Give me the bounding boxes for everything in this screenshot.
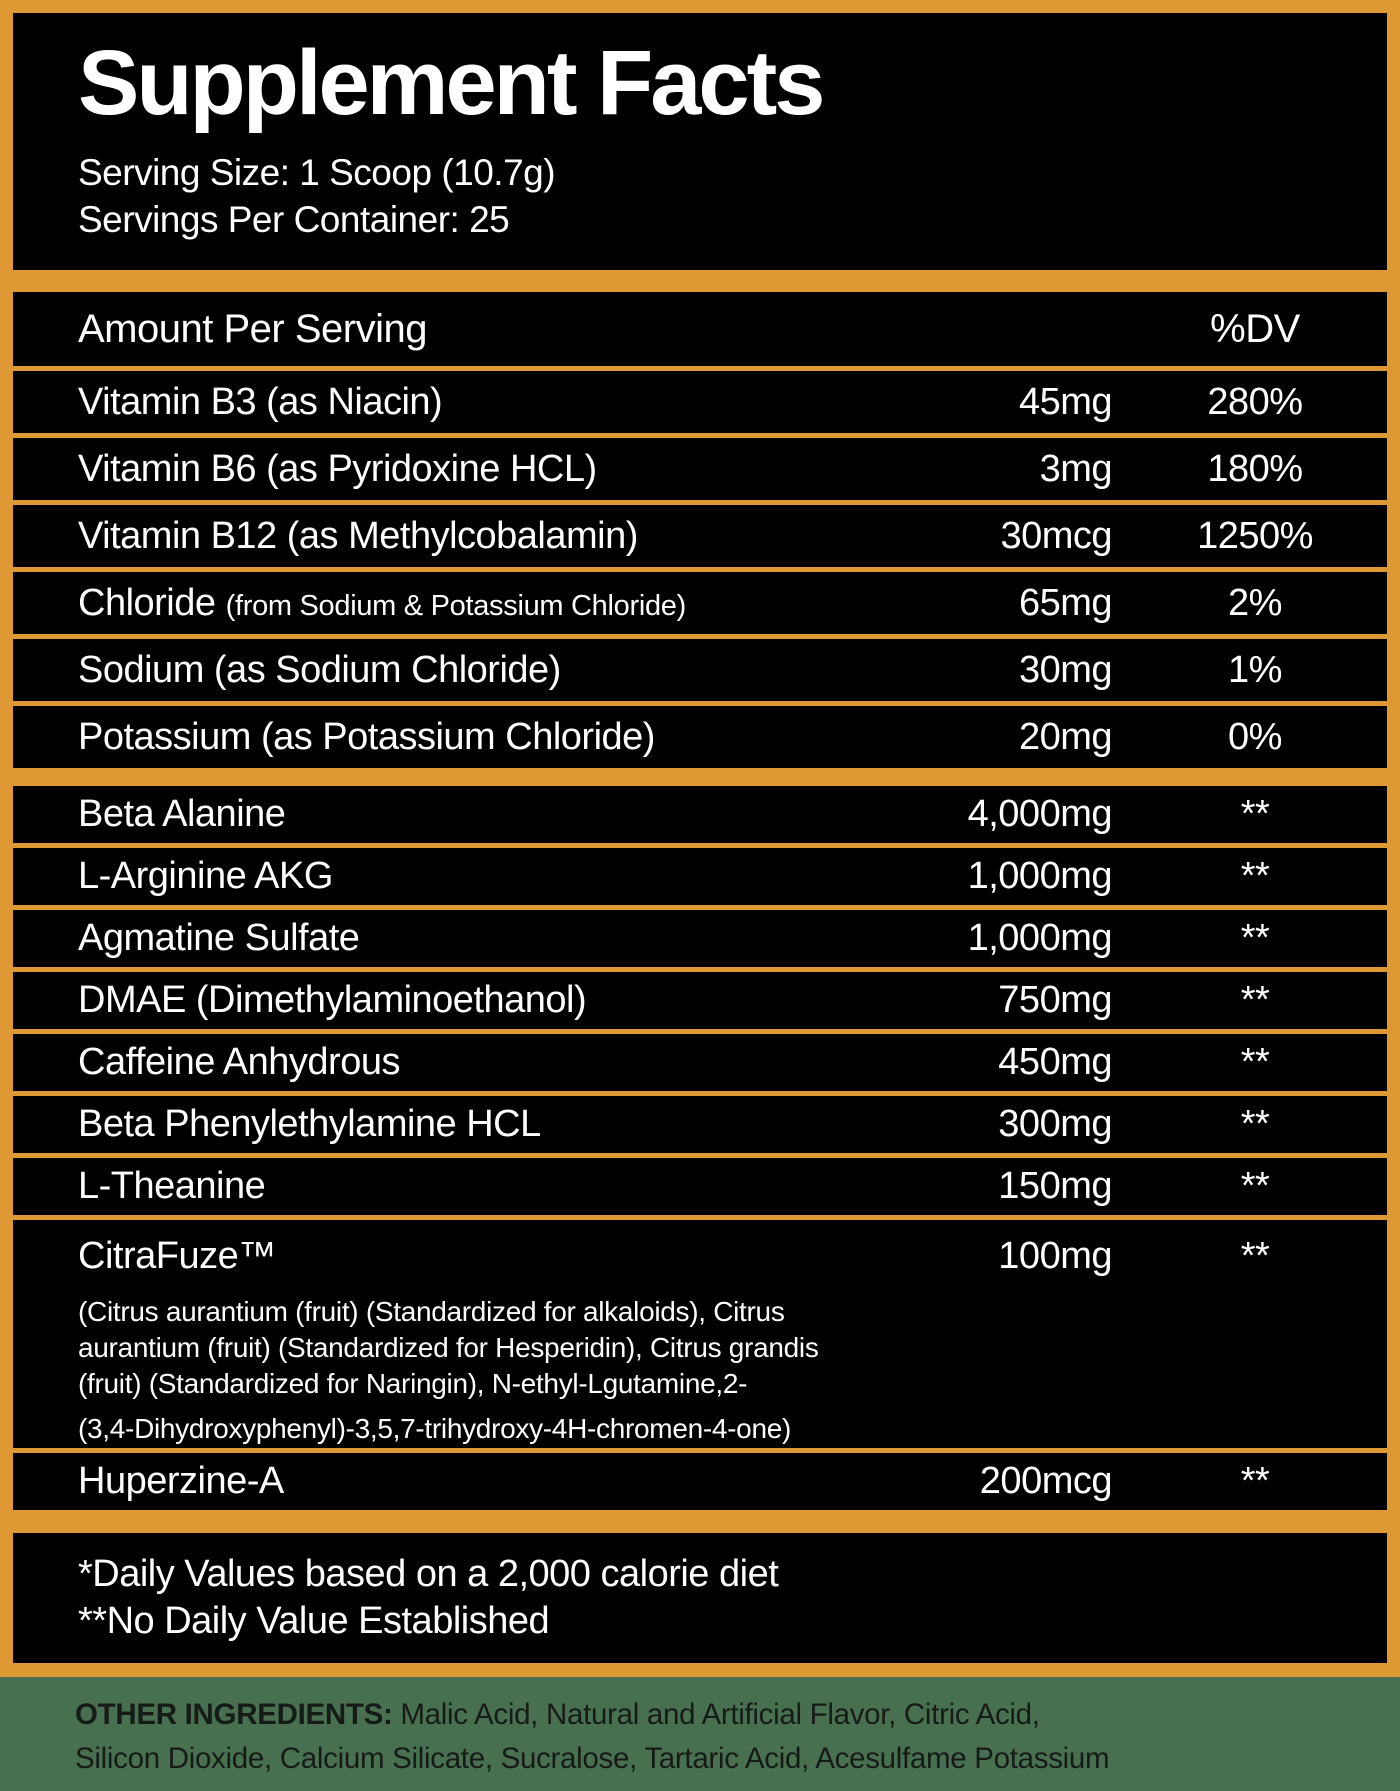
page-title: Supplement Facts [78, 32, 825, 134]
row-dv: 0% [1228, 715, 1282, 758]
row-label: L-Arginine AKG [78, 855, 333, 897]
row-dv: 1% [1228, 648, 1282, 691]
row-dv: ** [1240, 979, 1270, 1021]
row-dv: ** [1240, 917, 1270, 959]
row-dv: 2% [1228, 581, 1282, 624]
row-label: Caffeine Anhydrous [78, 1041, 400, 1083]
row-beta-phenylethylamine: Beta Phenylethylamine HCL 300mg ** [13, 1096, 1387, 1153]
row-amount: 65mg [1018, 581, 1113, 624]
row-vitamin-b3: Vitamin B3 (as Niacin) 45mg 280% [13, 371, 1387, 433]
row-dv: ** [1240, 855, 1270, 897]
row-amount: 200mcg [979, 1460, 1113, 1502]
citrafuze-description-line: (3,4-Dihydroxyphenyl)-3,5,7-trihydroxy-4… [78, 1413, 792, 1444]
row-amount: 150mg [998, 1165, 1112, 1207]
other-ingredients-line1: Malic Acid, Natural and Artificial Flavo… [392, 1698, 1040, 1731]
other-ingredients-text: OTHER INGREDIENTS: Malic Acid, Natural a… [75, 1693, 1330, 1781]
row-label: Agmatine Sulfate [78, 917, 360, 959]
row-dv: 1250% [1197, 514, 1313, 557]
citrafuze-description: (Citrus aurantium (fruit) (Standardized … [78, 1294, 1163, 1447]
row-amount: 3mg [1039, 447, 1113, 490]
column-header-row: Amount Per Serving %DV [13, 292, 1387, 366]
row-dv: ** [1240, 1103, 1270, 1145]
row-l-theanine: L-Theanine 150mg ** [13, 1158, 1387, 1215]
row-amount: 750mg [998, 979, 1112, 1021]
row-amount: 100mg [998, 1234, 1112, 1277]
row-dv: ** [1240, 1234, 1270, 1277]
row-amount: 20mg [1018, 715, 1113, 758]
row-l-arginine-akg: L-Arginine AKG 1,000mg ** [13, 848, 1387, 905]
footnotes-panel: *Daily Values based on a 2,000 calorie d… [13, 1533, 1387, 1663]
row-amount: 45mg [1018, 380, 1113, 423]
servings-per-container: Servings Per Container: 25 [78, 199, 510, 240]
row-label: Vitamin B6 (as Pyridoxine HCL) [78, 447, 597, 490]
citrafuze-description-line: (fruit) (Standardized for Naringin), N-e… [78, 1368, 748, 1399]
citrafuze-description-line: (Citrus aurantium (fruit) (Standardized … [78, 1296, 785, 1327]
row-agmatine-sulfate: Agmatine Sulfate 1,000mg ** [13, 910, 1387, 967]
row-dv: ** [1240, 793, 1270, 835]
serving-size: Serving Size: 1 Scoop (10.7g) [78, 152, 556, 193]
other-ingredients-heading: OTHER INGREDIENTS: [75, 1698, 393, 1731]
row-dv: 180% [1207, 447, 1303, 490]
other-ingredients-section: OTHER INGREDIENTS: Malic Acid, Natural a… [0, 1677, 1400, 1791]
row-sodium: Sodium (as Sodium Chloride) 30mg 1% [13, 639, 1387, 701]
row-dv: ** [1240, 1165, 1270, 1207]
row-amount: 450mg [998, 1041, 1112, 1083]
citrafuze-description-line: aurantium (fruit) (Standardized for Hesp… [78, 1332, 819, 1363]
row-beta-alanine: Beta Alanine 4,000mg ** [13, 786, 1387, 843]
row-label: Beta Alanine [78, 793, 286, 835]
row-label: Huperzine-A [78, 1460, 284, 1502]
supplement-facts-label: Supplement Facts Serving Size: 1 Scoop (… [0, 0, 1400, 1677]
row-amount: 30mg [1018, 648, 1113, 691]
row-amount: 30mcg [1000, 514, 1112, 557]
footnote-no-daily-value: **No Daily Value Established [78, 1600, 550, 1642]
row-amount: 300mg [998, 1103, 1112, 1145]
amount-per-serving-header: Amount Per Serving [78, 306, 427, 351]
row-label: Chloride (from Sodium & Potassium Chlori… [78, 582, 1019, 625]
dv-header: %DV [1210, 306, 1300, 351]
row-chloride: Chloride (from Sodium & Potassium Chlori… [13, 572, 1387, 634]
row-dv: 280% [1207, 380, 1303, 423]
row-vitamin-b6: Vitamin B6 (as Pyridoxine HCL) 3mg 180% [13, 438, 1387, 500]
row-amount: 1,000mg [967, 917, 1113, 959]
citrafuze-header: CitraFuze™ 100mg ** [78, 1230, 1330, 1282]
row-dv: ** [1240, 1460, 1270, 1502]
row-label-main: Chloride [78, 581, 216, 624]
row-label-detail: (from Sodium & Potassium Chloride) [225, 589, 687, 622]
row-dmae: DMAE (Dimethylaminoethanol) 750mg ** [13, 972, 1387, 1029]
row-vitamin-b12: Vitamin B12 (as Methylcobalamin) 30mcg 1… [13, 505, 1387, 567]
row-potassium: Potassium (as Potassium Chloride) 20mg 0… [13, 706, 1387, 768]
row-label: Vitamin B12 (as Methylcobalamin) [78, 514, 638, 557]
footnote-daily-values: *Daily Values based on a 2,000 calorie d… [78, 1553, 779, 1595]
header-panel: Supplement Facts Serving Size: 1 Scoop (… [13, 13, 1387, 270]
row-caffeine-anhydrous: Caffeine Anhydrous 450mg ** [13, 1034, 1387, 1091]
row-dv: ** [1240, 1041, 1270, 1083]
row-label: L-Theanine [78, 1165, 266, 1207]
row-label: Vitamin B3 (as Niacin) [78, 380, 443, 423]
row-label: CitraFuze™ [78, 1234, 276, 1277]
row-label: DMAE (Dimethylaminoethanol) [78, 979, 587, 1021]
other-ingredients-line2: Silicon Dioxide, Calcium Silicate, Sucra… [75, 1742, 1110, 1775]
row-amount: 4,000mg [967, 793, 1113, 835]
row-huperzine-a: Huperzine-A 200mcg ** [13, 1453, 1387, 1510]
row-label: Sodium (as Sodium Chloride) [78, 648, 561, 691]
row-amount: 1,000mg [967, 855, 1113, 897]
row-label: Potassium (as Potassium Chloride) [78, 715, 655, 758]
row-citrafuze: CitraFuze™ 100mg ** (Citrus aurantium (f… [13, 1220, 1387, 1448]
row-label: Beta Phenylethylamine HCL [78, 1103, 541, 1145]
